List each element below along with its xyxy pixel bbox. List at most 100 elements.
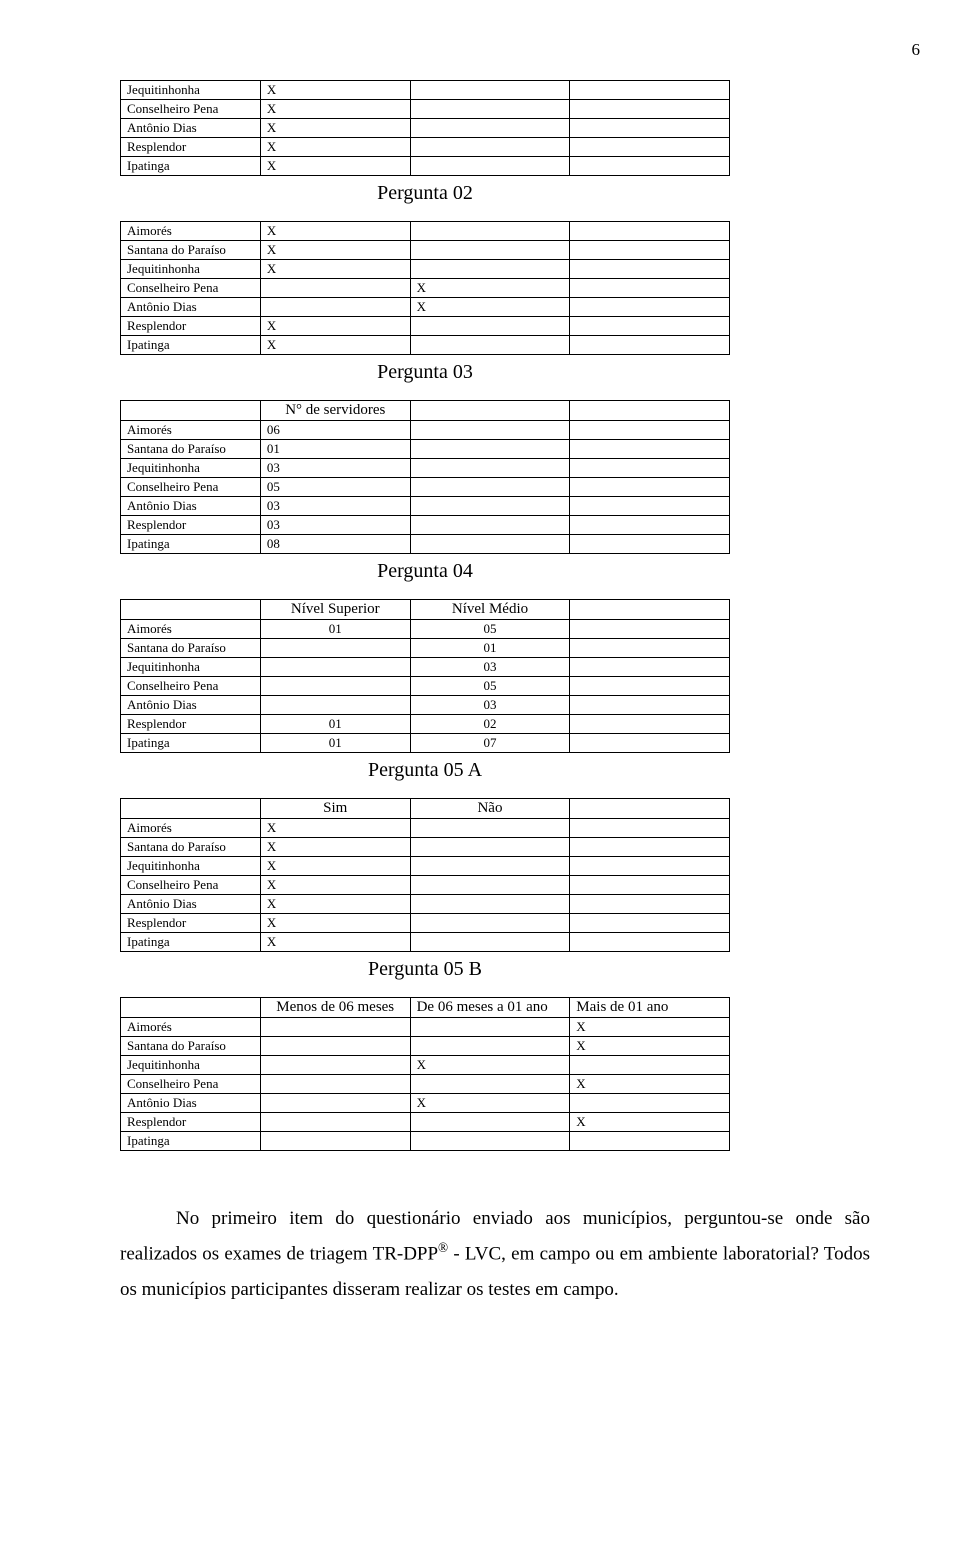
cell-empty — [121, 600, 261, 620]
cell: X — [410, 1094, 570, 1113]
cell-label: Resplendor — [121, 1113, 261, 1132]
cell: X — [260, 838, 410, 857]
cell-label: Resplendor — [121, 914, 261, 933]
cell — [410, 1018, 570, 1037]
cell — [260, 696, 410, 715]
cell-label: Aimorés — [121, 620, 261, 639]
cell — [410, 1037, 570, 1056]
cell: X — [570, 1075, 730, 1094]
table-pergunta-03: N° de servidores Aimorés06 Santana do Pa… — [120, 400, 730, 593]
cell: X — [260, 119, 410, 138]
table-row: JequitinhonhaX — [121, 857, 730, 876]
cell: X — [260, 914, 410, 933]
cell — [570, 696, 730, 715]
cell-empty — [121, 799, 261, 819]
cell-label: Jequitinhonha — [121, 857, 261, 876]
cell — [260, 1056, 410, 1075]
column-header: De 06 meses a 01 ano — [410, 998, 570, 1018]
cell: 01 — [260, 620, 410, 639]
cell: 05 — [410, 677, 570, 696]
table-row: Santana do Paraíso01 — [121, 639, 730, 658]
table-row: Resplendor03 — [121, 516, 730, 535]
table-pergunta-04: Nível SuperiorNível Médio Aimorés0105 Sa… — [120, 599, 730, 792]
table-row: Antônio DiasX — [121, 119, 730, 138]
cell — [570, 914, 730, 933]
cell: X — [410, 298, 570, 317]
table-row: Aimorés06 — [121, 421, 730, 440]
cell — [570, 298, 730, 317]
table-row: IpatingaX — [121, 336, 730, 355]
cell — [570, 241, 730, 260]
cell — [570, 138, 730, 157]
cell-label: Jequitinhonha — [121, 260, 261, 279]
cell-empty — [121, 998, 261, 1018]
table-row: JequitinhonhaX — [121, 81, 730, 100]
table-row: Conselheiro PenaX — [121, 279, 730, 298]
cell — [570, 620, 730, 639]
cell — [410, 1132, 570, 1151]
cell — [570, 535, 730, 554]
cell-empty — [121, 401, 261, 421]
cell-empty — [570, 600, 730, 620]
cell — [570, 279, 730, 298]
table-row: Conselheiro PenaX — [121, 1075, 730, 1094]
table-row: Antônio Dias03 — [121, 497, 730, 516]
cell: 05 — [410, 620, 570, 639]
cell — [410, 478, 570, 497]
cell-label: Aimorés — [121, 819, 261, 838]
cell — [260, 298, 410, 317]
cell — [570, 876, 730, 895]
cell: 05 — [260, 478, 410, 497]
cell — [570, 1132, 730, 1151]
cell — [410, 1113, 570, 1132]
table-row: IpatingaX — [121, 933, 730, 952]
cell — [410, 857, 570, 876]
table-row: Santana do Paraíso X — [121, 1037, 730, 1056]
table-row: AimorésX — [121, 1018, 730, 1037]
section-title: Pergunta 05 B — [121, 952, 730, 992]
cell-empty — [410, 401, 570, 421]
table-row: Conselheiro PenaX — [121, 876, 730, 895]
column-header: Nível Superior — [260, 600, 410, 620]
cell: X — [260, 876, 410, 895]
cell-label: Santana do Paraíso — [121, 440, 261, 459]
cell — [570, 459, 730, 478]
cell: X — [570, 1113, 730, 1132]
cell-label: Ipatinga — [121, 535, 261, 554]
cell-label: Santana do Paraíso — [121, 1037, 261, 1056]
cell — [570, 1094, 730, 1113]
table-row: AimorésX — [121, 222, 730, 241]
cell — [410, 241, 570, 260]
cell-label: Antônio Dias — [121, 1094, 261, 1113]
cell — [410, 459, 570, 478]
cell — [260, 1132, 410, 1151]
cell — [410, 138, 570, 157]
table-pergunta-02: AimorésX Santana do Paraíso X Jequitinhon… — [120, 221, 730, 394]
cell — [410, 497, 570, 516]
cell-label: Ipatinga — [121, 1132, 261, 1151]
cell-label: Ipatinga — [121, 933, 261, 952]
cell — [410, 933, 570, 952]
cell-label: Antônio Dias — [121, 497, 261, 516]
cell — [570, 100, 730, 119]
cell — [410, 317, 570, 336]
cell-label: Aimorés — [121, 421, 261, 440]
cell — [410, 1075, 570, 1094]
table-row: JequitinhonhaX — [121, 260, 730, 279]
cell — [570, 933, 730, 952]
section-title: Pergunta 03 — [121, 355, 730, 395]
table-row: Aimorés0105 — [121, 620, 730, 639]
table-row: Conselheiro Pena05 — [121, 478, 730, 497]
registered-mark: ® — [438, 1240, 448, 1255]
table-row: Ipatinga0107 — [121, 734, 730, 753]
cell-label: Resplendor — [121, 516, 261, 535]
cell — [570, 317, 730, 336]
cell — [410, 819, 570, 838]
cell — [570, 516, 730, 535]
cell: 03 — [260, 516, 410, 535]
table-pergunta-05b: Menos de 06 mesesDe 06 meses a 01 anoMai… — [120, 997, 730, 1151]
cell-label: Santana do Paraíso — [121, 241, 261, 260]
cell: X — [570, 1037, 730, 1056]
cell — [260, 1075, 410, 1094]
table-row: Santana do Paraíso01 — [121, 440, 730, 459]
